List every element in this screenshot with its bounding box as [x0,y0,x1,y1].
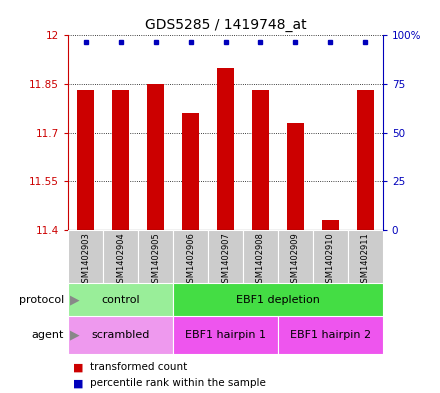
Bar [68,316,173,354]
Text: EBF1 hairpin 2: EBF1 hairpin 2 [290,330,371,340]
Text: percentile rank within the sample: percentile rank within the sample [90,378,266,388]
Bar [287,123,304,230]
Bar [182,113,199,230]
Text: GSM1402908: GSM1402908 [256,233,265,288]
Bar [252,90,269,230]
Bar [348,230,383,283]
Text: GSM1402910: GSM1402910 [326,233,335,288]
Text: GSM1402909: GSM1402909 [291,233,300,288]
Text: EBF1 depletion: EBF1 depletion [236,295,320,305]
Bar [313,230,348,283]
Bar [278,230,313,283]
Bar [243,230,278,283]
Text: GSM1402906: GSM1402906 [186,233,195,288]
Bar [322,220,339,230]
Text: ▶: ▶ [70,329,80,342]
Bar [112,90,129,230]
Bar [208,230,243,283]
Bar [103,230,138,283]
Bar [68,283,173,316]
Text: ■: ■ [73,378,83,388]
Bar [138,230,173,283]
Title: GDS5285 / 1419748_at: GDS5285 / 1419748_at [145,18,306,31]
Bar [68,230,103,283]
Bar [77,90,95,230]
Bar [278,316,383,354]
Text: control: control [101,295,140,305]
Bar [173,316,278,354]
Text: agent: agent [31,330,64,340]
Bar [147,84,164,230]
Bar [173,230,208,283]
Text: GSM1402911: GSM1402911 [361,233,370,288]
Text: GSM1402907: GSM1402907 [221,233,230,288]
Text: EBF1 hairpin 1: EBF1 hairpin 1 [185,330,266,340]
Text: GSM1402904: GSM1402904 [116,233,125,288]
Text: protocol: protocol [18,295,64,305]
Text: ▶: ▶ [70,293,80,306]
Text: ■: ■ [73,362,83,373]
Text: scrambled: scrambled [92,330,150,340]
Text: GSM1402903: GSM1402903 [81,233,90,288]
Bar [356,90,374,230]
Text: transformed count: transformed count [90,362,187,373]
Bar [217,68,234,230]
Text: GSM1402905: GSM1402905 [151,233,160,288]
Bar [173,283,383,316]
